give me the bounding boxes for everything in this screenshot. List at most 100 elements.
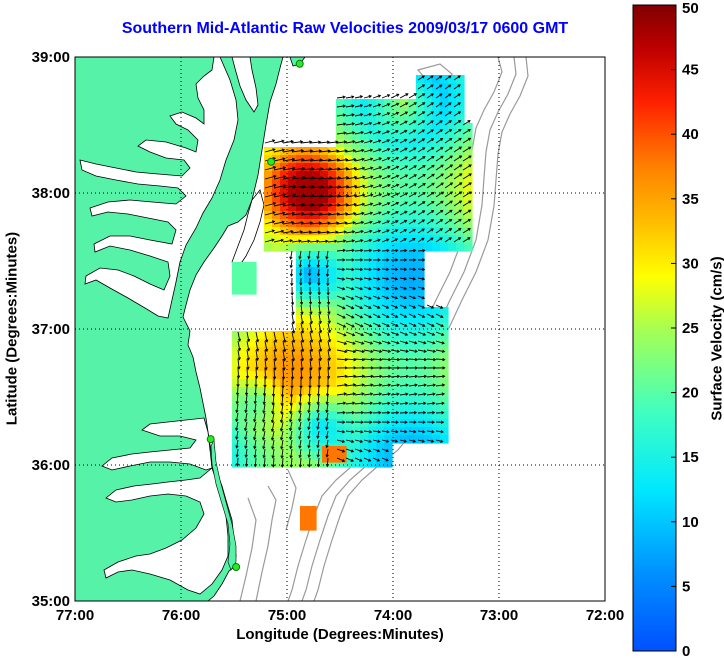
velocity-cell (280, 387, 289, 396)
velocity-cell (304, 227, 313, 236)
colorbar-tick-label: 35 (682, 191, 699, 208)
velocity-cell (232, 403, 241, 412)
velocity-cell (240, 262, 249, 271)
velocity-cell (256, 379, 265, 388)
velocity-cell (464, 211, 473, 220)
velocity-cell (328, 283, 337, 292)
velocity-cell (272, 331, 281, 340)
velocity-cell (440, 395, 449, 404)
velocity-cell (400, 251, 409, 260)
velocity-cell (432, 83, 441, 92)
velocity-cell (368, 451, 377, 460)
velocity-cell (272, 371, 281, 380)
velocity-cell (384, 363, 393, 372)
velocity-cell (328, 379, 337, 388)
velocity-cell (312, 243, 321, 252)
velocity-cell (320, 211, 329, 220)
velocity-cell (344, 235, 353, 244)
velocity-cell (328, 243, 337, 252)
velocity-cell (264, 243, 273, 252)
velocity-cell (304, 203, 313, 212)
velocity-cell (240, 270, 249, 279)
velocity-cell (344, 155, 353, 164)
velocity-cell (440, 323, 449, 332)
velocity-cell (256, 403, 265, 412)
velocity-cell (384, 219, 393, 228)
colorbar-tick-label: 40 (682, 126, 699, 143)
velocity-cell (240, 286, 249, 295)
velocity-cell (448, 83, 457, 92)
velocity-cell (400, 419, 409, 428)
velocity-cell (416, 339, 425, 348)
y-tick-label: 35:00 (32, 593, 70, 610)
velocity-cell (328, 203, 337, 212)
velocity-cell (232, 270, 241, 279)
velocity-cell (288, 435, 297, 444)
velocity-cell (376, 251, 385, 260)
velocity-cell (400, 323, 409, 332)
velocity-cell (392, 371, 401, 380)
velocity-cell (240, 443, 249, 452)
velocity-cell (392, 203, 401, 212)
velocity-cell (344, 115, 353, 124)
velocity-cell (240, 278, 249, 287)
radar-station-marker (233, 564, 240, 571)
velocity-cell (384, 147, 393, 156)
colorbar-tick-label: 15 (682, 449, 699, 466)
velocity-cell (328, 267, 337, 276)
velocity-cell (296, 243, 305, 252)
velocity-cell (408, 267, 417, 276)
velocity-cell (344, 163, 353, 172)
velocity-cell (464, 243, 473, 252)
velocity-cell (352, 251, 361, 260)
velocity-cell (312, 251, 321, 260)
velocity-cell (328, 179, 337, 188)
velocity-cell (352, 163, 361, 172)
velocity-cell (360, 251, 369, 260)
velocity-cell (376, 435, 385, 444)
velocity-cell (232, 459, 241, 468)
velocity-cell (256, 459, 265, 468)
x-tick-label: 76:00 (162, 607, 200, 624)
velocity-cell (280, 459, 289, 468)
velocity-cell (328, 435, 337, 444)
velocity-cell (304, 283, 313, 292)
velocity-cell (432, 435, 441, 444)
velocity-cell (392, 107, 401, 116)
velocity-cell (296, 227, 305, 236)
velocity-cell (344, 419, 353, 428)
x-tick-label: 74:00 (374, 607, 412, 624)
velocity-cell (464, 163, 473, 172)
velocity-cell (296, 163, 305, 172)
velocity-cell (304, 243, 313, 252)
velocity-cell (352, 419, 361, 428)
velocity-cell (368, 403, 377, 412)
velocity-cell (448, 243, 457, 252)
velocity-cell (384, 435, 393, 444)
velocity-cell (240, 411, 249, 420)
velocity-cell (320, 307, 329, 316)
velocity-cell (352, 211, 361, 220)
velocity-cell (440, 211, 449, 220)
velocity-cell (368, 419, 377, 428)
velocity-cell (320, 299, 329, 308)
velocity-cell (424, 227, 433, 236)
velocity-cell (432, 107, 441, 116)
velocity-cell (400, 203, 409, 212)
velocity-cell (288, 243, 297, 252)
y-tick-label: 37:00 (32, 321, 70, 338)
velocity-cell (328, 251, 337, 260)
velocity-cell (296, 211, 305, 220)
velocity-cell (440, 371, 449, 380)
velocity-cell (336, 371, 345, 380)
colorbar-tick-label: 45 (682, 62, 699, 79)
velocity-cell (440, 187, 449, 196)
velocity-cell (248, 371, 257, 380)
velocity-cell (248, 278, 257, 287)
velocity-cell (384, 267, 393, 276)
velocity-cell (328, 259, 337, 268)
velocity-cell (400, 275, 409, 284)
velocity-cell (312, 443, 321, 452)
velocity-cell (300, 522, 309, 531)
velocity-cell (432, 227, 441, 236)
